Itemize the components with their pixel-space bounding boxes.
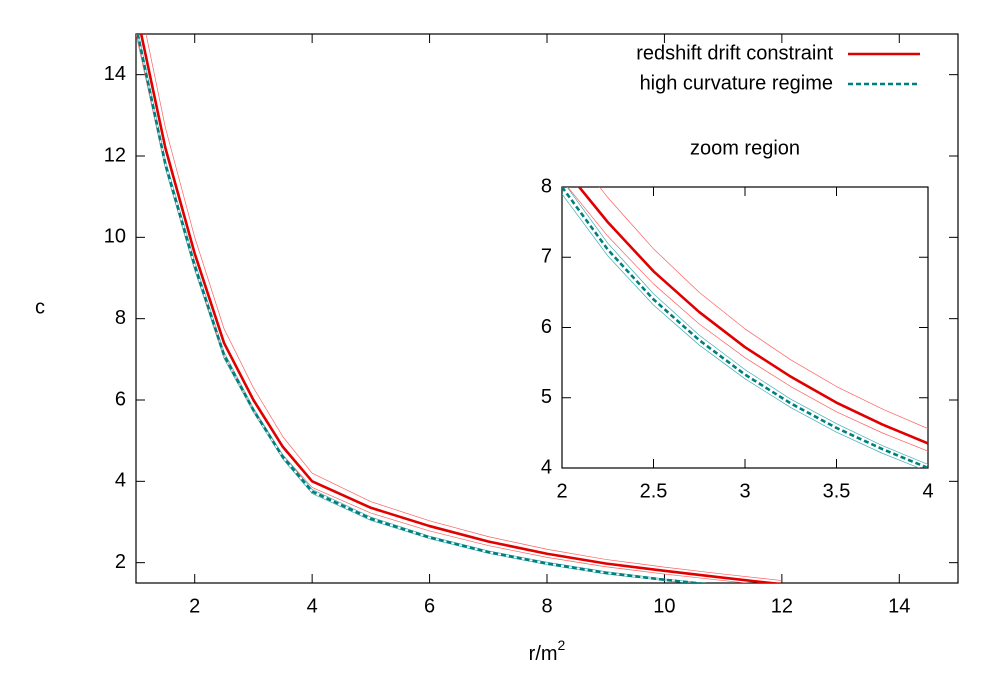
x-tick-label: 4 xyxy=(307,595,318,617)
series-group xyxy=(136,34,783,583)
series-group xyxy=(562,187,928,468)
inset-title: zoom region xyxy=(690,137,800,159)
x-tick-label: 14 xyxy=(888,595,910,617)
series-line xyxy=(567,187,928,452)
series-line xyxy=(566,187,928,465)
x-tick-label: 8 xyxy=(541,595,552,617)
series-line xyxy=(136,34,751,583)
x-tick-label: 12 xyxy=(771,595,793,617)
x-tick-label: 2 xyxy=(189,595,200,617)
series-line xyxy=(562,187,928,468)
series-line xyxy=(145,34,782,581)
y-tick-label: 8 xyxy=(541,175,552,197)
series-line xyxy=(599,187,928,429)
x-tick-label: 2 xyxy=(556,480,567,502)
y-tick-label: 5 xyxy=(541,386,552,408)
y-tick-label: 10 xyxy=(104,226,126,248)
x-axis-label-base: r/m xyxy=(529,643,558,665)
x-tick-label: 3.5 xyxy=(823,480,851,502)
series-line xyxy=(136,34,692,583)
y-tick-label: 7 xyxy=(541,246,552,268)
x-tick-label: 10 xyxy=(653,595,675,617)
series-line xyxy=(136,34,709,583)
y-tick-label: 6 xyxy=(115,388,126,410)
series-line xyxy=(562,193,921,468)
legend-label: high curvature regime xyxy=(640,72,833,94)
y-axis-label: c xyxy=(35,296,45,318)
x-axis-label: r/m2 xyxy=(529,637,566,666)
y-tick-label: 4 xyxy=(115,470,126,492)
x-axis-label-sup: 2 xyxy=(558,637,566,653)
x-tick-label: 3 xyxy=(739,480,750,502)
y-tick-label: 4 xyxy=(541,456,552,478)
x-tick-label: 2.5 xyxy=(640,480,668,502)
series-line xyxy=(138,34,707,583)
y-tick-label: 2 xyxy=(115,551,126,573)
legend-label: redshift drift constraint xyxy=(636,42,833,64)
y-tick-label: 6 xyxy=(541,316,552,338)
y-tick-label: 12 xyxy=(104,144,126,166)
x-tick-label: 4 xyxy=(922,480,933,502)
series-line xyxy=(139,34,783,583)
plot-frame xyxy=(561,186,929,469)
x-tick-label: 6 xyxy=(424,595,435,617)
y-tick-label: 8 xyxy=(115,307,126,329)
y-tick-label: 14 xyxy=(104,63,126,85)
series-line xyxy=(577,187,928,445)
